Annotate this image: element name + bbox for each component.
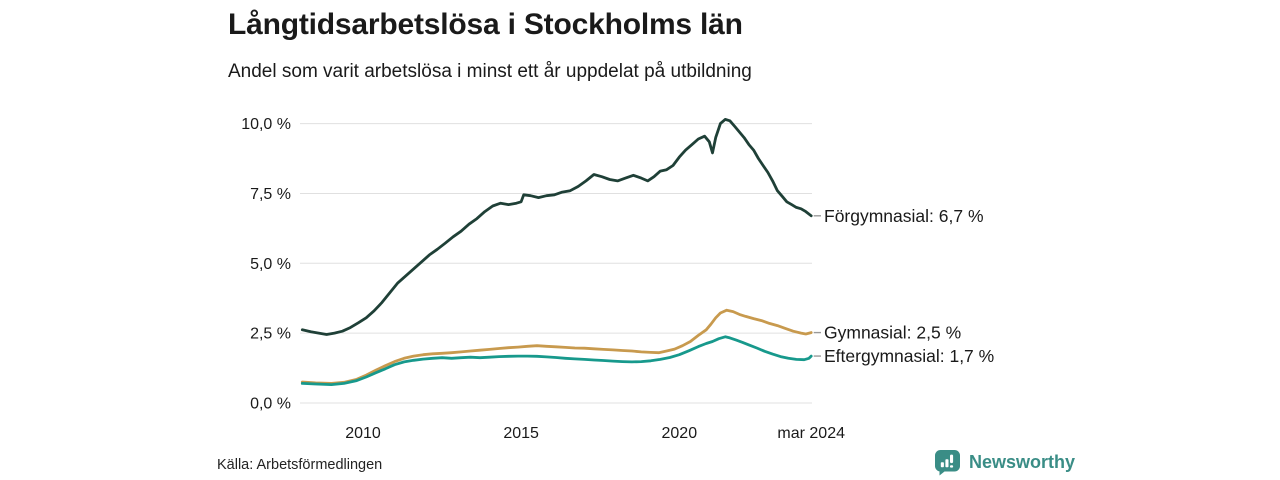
- series-end-label-gymnasial: Gymnasial: 2,5 %: [824, 323, 961, 343]
- page-subtitle: Andel som varit arbetslösa i minst ett å…: [228, 61, 752, 82]
- series-end-label-förgymnasial: Förgymnasial: 6,7 %: [824, 206, 984, 226]
- bar-chart-speech-bubble-icon: [935, 450, 960, 476]
- x-axis-tick-label: 2015: [503, 425, 539, 442]
- x-axis-tick-label: mar 2024: [777, 425, 845, 442]
- source-note: Källa: Arbetsförmedlingen: [217, 457, 383, 473]
- y-axis-tick-label: 10,0 %: [241, 116, 291, 133]
- newsworthy-logo: Newsworthy: [934, 449, 1075, 476]
- series-line-gymnasial: [300, 308, 813, 385]
- series-line-förgymnasial: [300, 118, 813, 336]
- series-line-eftergymnasial: [300, 335, 813, 387]
- y-axis-tick-label: 5,0 %: [250, 256, 291, 273]
- brand-name: Newsworthy: [969, 452, 1076, 472]
- y-axis-tick-label: 0,0 %: [250, 396, 291, 413]
- series-end-label-eftergymnasial: Eftergymnasial: 1,7 %: [824, 346, 994, 366]
- y-axis-tick-label: 7,5 %: [250, 186, 291, 203]
- x-axis-tick-label: 2020: [662, 425, 698, 442]
- page-title: Långtidsarbetslösa i Stockholms län: [228, 8, 743, 41]
- x-axis-tick-label: 2010: [345, 425, 381, 442]
- y-axis-tick-label: 2,5 %: [250, 326, 291, 343]
